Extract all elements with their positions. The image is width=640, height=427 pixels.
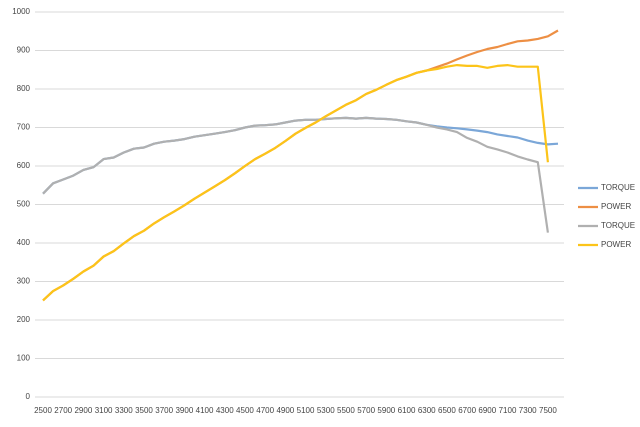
y-tick-label: 900	[17, 46, 31, 55]
y-tick-label: 100	[17, 354, 31, 363]
x-tick-label: 7500	[539, 406, 557, 415]
x-tick-label: 5500	[337, 406, 355, 415]
x-tick-label: 3100	[95, 406, 113, 415]
series-line	[42, 29, 559, 302]
series-line	[42, 116, 559, 195]
series-line	[42, 63, 549, 302]
x-tick-label: 5100	[297, 406, 315, 415]
x-tick-label: 6700	[458, 406, 476, 415]
legend-label: TORQUE	[601, 183, 635, 192]
x-tick-label: 6500	[438, 406, 456, 415]
y-tick-label: 500	[17, 200, 31, 209]
legend-label: POWER	[601, 240, 631, 249]
x-tick-label: 3900	[175, 406, 193, 415]
x-tick-label: 7100	[499, 406, 517, 415]
x-tick-label: 5900	[377, 406, 395, 415]
x-tick-label: 3300	[115, 406, 133, 415]
legend-label: POWER	[601, 202, 631, 211]
x-tick-label: 4300	[216, 406, 234, 415]
series-line	[42, 116, 549, 233]
legend-label: TORQUE	[601, 221, 635, 230]
y-tick-label: 700	[17, 123, 31, 132]
x-tick-label: 6900	[478, 406, 496, 415]
y-tick-label: 1000	[12, 7, 30, 16]
x-tick-label: 3500	[135, 406, 153, 415]
x-tick-label: 2900	[74, 406, 92, 415]
x-tick-label: 7300	[519, 406, 537, 415]
y-tick-label: 800	[17, 84, 31, 93]
x-tick-label: 6300	[418, 406, 436, 415]
y-tick-label: 200	[17, 315, 31, 324]
x-tick-label: 6100	[398, 406, 416, 415]
x-tick-label: 2500	[34, 406, 52, 415]
x-tick-label: 5300	[317, 406, 335, 415]
x-tick-label: 4100	[196, 406, 214, 415]
y-tick-label: 600	[17, 161, 31, 170]
y-tick-label: 0	[26, 392, 31, 401]
x-tick-label: 4700	[256, 406, 274, 415]
x-tick-label: 2700	[54, 406, 72, 415]
x-tick-label: 4900	[276, 406, 294, 415]
y-tick-label: 400	[17, 238, 31, 247]
y-tick-label: 300	[17, 277, 31, 286]
x-tick-label: 3700	[155, 406, 173, 415]
x-tick-label: 4500	[236, 406, 254, 415]
x-tick-label: 5700	[357, 406, 375, 415]
